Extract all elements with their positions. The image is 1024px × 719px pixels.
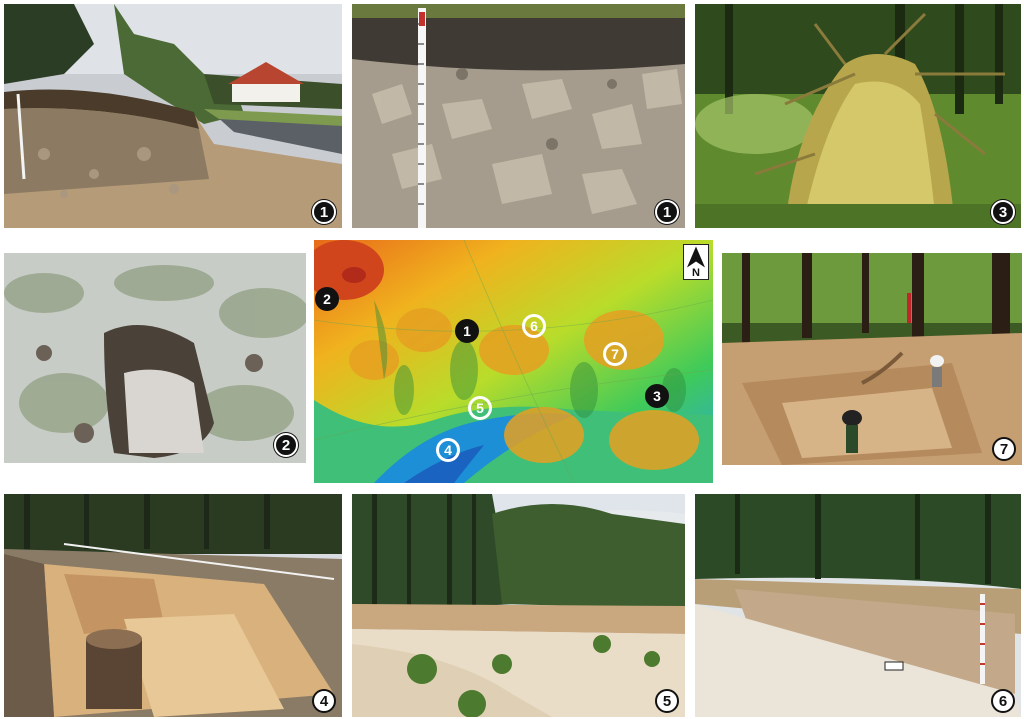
panel-number-badge: 4 <box>312 689 336 713</box>
map-marker: 3 <box>645 384 669 408</box>
relief-map-image <box>314 240 713 483</box>
panel-number-badge: 2 <box>274 433 298 457</box>
photo-panel-limestone-profile: 1 <box>352 4 685 228</box>
map-marker: 2 <box>315 287 339 311</box>
photo-panel-forest-trench: 7 <box>722 253 1022 465</box>
photo-panel-sandy-trench: 6 <box>695 494 1021 717</box>
sandy-trench-image <box>695 494 1021 717</box>
photo-panel-uprooted-tree: 3 <box>695 4 1021 228</box>
sand-quarry-image <box>352 494 685 717</box>
panel-number-badge: 7 <box>992 437 1016 461</box>
limestone-profile-image <box>352 4 685 228</box>
north-arrow-icon: N <box>683 244 709 280</box>
roadside-outcrop-image <box>4 4 342 228</box>
forest-trench-image <box>722 253 1022 465</box>
north-arrow-glyph <box>687 246 705 268</box>
map-marker: 5 <box>468 396 492 420</box>
map-marker: 1 <box>455 319 479 343</box>
photo-panel-stepped-excavation: 4 <box>4 494 342 717</box>
photo-panel-roadside-outcrop: 1 <box>4 4 342 228</box>
stepped-excavation-image <box>4 494 342 717</box>
panel-number-badge: 5 <box>655 689 679 713</box>
panel-number-badge: 3 <box>991 200 1015 224</box>
map-marker: 6 <box>522 314 546 338</box>
panel-number-badge: 6 <box>991 689 1015 713</box>
panel-number-badge: 1 <box>655 200 679 224</box>
photo-panel-sand-quarry: 5 <box>352 494 685 717</box>
panel-number-badge: 1 <box>312 200 336 224</box>
uprooted-tree-image <box>695 4 1021 228</box>
lidar-relief-map: N 2 1 6 7 3 5 4 <box>314 240 713 483</box>
map-marker: 4 <box>436 438 460 462</box>
sandy-pit-image <box>4 253 306 463</box>
photo-panel-sandy-pit: 2 <box>4 253 306 463</box>
north-label: N <box>692 267 700 279</box>
map-marker: 7 <box>603 342 627 366</box>
